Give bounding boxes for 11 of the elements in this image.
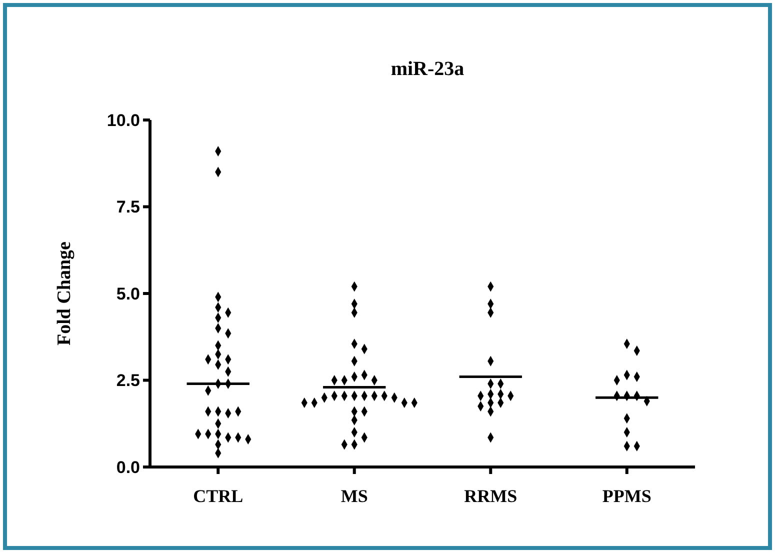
- x-tick-label: RRMS: [464, 486, 518, 506]
- y-axis-title: Fold Change: [54, 242, 75, 346]
- y-tick-label: 5.0: [116, 284, 140, 304]
- chart-title: miR-23a: [390, 58, 464, 80]
- x-tick-label: MS: [340, 486, 368, 506]
- y-tick-label: 0.0: [116, 458, 140, 477]
- y-tick-label: 10.0: [106, 110, 140, 130]
- y-tick-label: 2.5: [116, 371, 140, 390]
- x-tick-label: CTRL: [193, 486, 244, 506]
- x-tick-label: PPMS: [602, 486, 652, 506]
- y-tick-label: 7.5: [116, 198, 140, 217]
